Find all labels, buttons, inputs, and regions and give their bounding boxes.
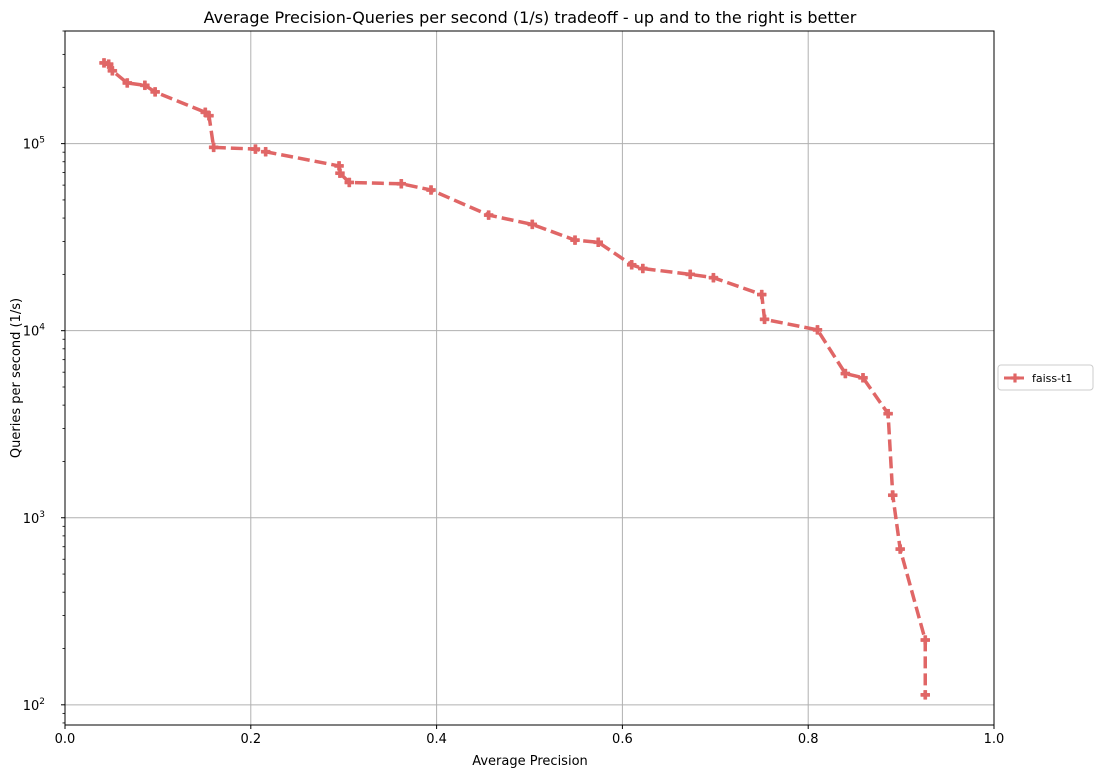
legend: faiss-t1 xyxy=(997,364,1094,391)
series-line-faiss-t1 xyxy=(103,61,927,695)
data-point xyxy=(626,260,637,270)
data-point xyxy=(122,78,132,88)
y-tick-label: 103 xyxy=(23,510,45,527)
x-tick-label: 0.8 xyxy=(798,732,819,747)
data-point xyxy=(708,272,719,283)
x-tick-label: 0.2 xyxy=(240,732,261,747)
plot-frame xyxy=(64,30,995,726)
x-axis-label: Average Precision xyxy=(472,754,588,769)
x-axis-ticks: 0.0 0.2 0.4 0.6 0.8 1.0 xyxy=(55,725,1005,747)
data-point xyxy=(483,210,494,220)
data-point xyxy=(103,59,114,69)
data-point xyxy=(140,80,150,91)
data-point xyxy=(920,635,931,645)
y-tick-label: 104 xyxy=(23,323,46,340)
data-point xyxy=(335,168,345,178)
y-tick-label: 105 xyxy=(23,136,45,153)
data-point xyxy=(638,263,648,274)
grid-lines xyxy=(64,31,995,725)
y-axis-label: Queries per second (1/s) xyxy=(9,298,24,458)
y-axis-ticks: 102 103 104 105 xyxy=(23,30,65,724)
series-group xyxy=(99,58,931,700)
data-point xyxy=(759,314,770,325)
x-tick-label: 0.0 xyxy=(55,732,76,747)
x-tick-label: 0.4 xyxy=(426,732,447,747)
data-point xyxy=(858,373,868,383)
data-point xyxy=(887,490,898,500)
legend-label-faiss-t1: faiss-t1 xyxy=(1032,372,1072,385)
data-point xyxy=(527,219,538,230)
data-point xyxy=(920,690,931,700)
data-point xyxy=(757,289,767,300)
x-tick-label: 0.6 xyxy=(612,732,633,747)
data-point xyxy=(250,144,261,154)
data-point xyxy=(883,408,893,419)
data-point xyxy=(593,237,603,248)
legend-box xyxy=(997,364,1094,391)
data-point xyxy=(840,368,851,379)
data-point xyxy=(344,177,355,188)
legend-marker-faiss-t1 xyxy=(1010,373,1020,383)
data-point xyxy=(150,87,160,97)
data-point xyxy=(396,179,407,189)
data-point xyxy=(426,185,436,195)
data-point xyxy=(895,544,905,554)
data-point xyxy=(812,325,823,335)
chart-title: Average Precision-Queries per second (1/… xyxy=(204,8,857,27)
y-tick-label: 102 xyxy=(23,697,45,714)
x-tick-label: 1.0 xyxy=(984,732,1005,747)
data-point xyxy=(260,146,271,157)
data-point xyxy=(570,235,580,245)
data-point xyxy=(204,110,214,121)
data-point xyxy=(107,66,118,76)
data-point xyxy=(685,269,695,280)
data-point xyxy=(208,142,219,153)
